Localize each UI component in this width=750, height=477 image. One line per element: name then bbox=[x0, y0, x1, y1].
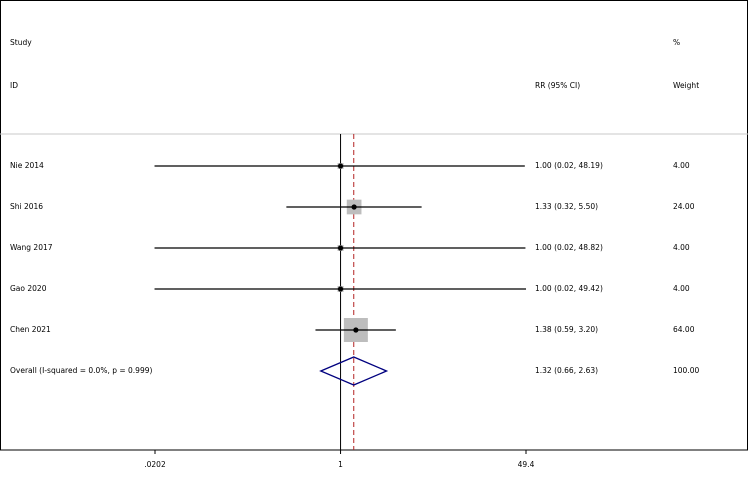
overall-weight-label: 100.00 bbox=[673, 366, 699, 375]
point-estimate bbox=[337, 163, 344, 169]
weight-label: 4.00 bbox=[673, 243, 690, 252]
weight-label: 64.00 bbox=[673, 325, 695, 334]
header-pct: % bbox=[673, 38, 680, 47]
overall-effect-label: 1.32 (0.66, 2.63) bbox=[535, 366, 598, 375]
point-estimate bbox=[351, 204, 357, 210]
effect-label: 1.00 (0.02, 48.82) bbox=[535, 243, 603, 252]
header-study: Study bbox=[10, 38, 32, 47]
weight-label: 4.00 bbox=[673, 161, 690, 170]
effect-label: 1.33 (0.32, 5.50) bbox=[535, 202, 598, 211]
study-label: Nie 2014 bbox=[10, 161, 44, 170]
effect-label: 1.38 (0.59, 3.20) bbox=[535, 325, 598, 334]
study-label: Gao 2020 bbox=[10, 284, 47, 293]
header-id: ID bbox=[10, 81, 18, 90]
header-weight: Weight bbox=[673, 81, 699, 90]
x-tick-label: 49.4 bbox=[518, 460, 535, 469]
point-estimate bbox=[353, 327, 359, 333]
point-estimate bbox=[337, 245, 344, 251]
point-estimate bbox=[337, 286, 344, 292]
overall-label: Overall (I-squared = 0.0%, p = 0.999) bbox=[10, 366, 153, 375]
effect-label: 1.00 (0.02, 48.19) bbox=[535, 161, 603, 170]
study-label: Shi 2016 bbox=[10, 202, 43, 211]
study-label: Chen 2021 bbox=[10, 325, 51, 334]
overall-diamond bbox=[319, 356, 389, 386]
weight-label: 4.00 bbox=[673, 284, 690, 293]
study-label: Wang 2017 bbox=[10, 243, 53, 252]
frame bbox=[0, 0, 748, 451]
header-effect: RR (95% CI) bbox=[535, 81, 580, 90]
weight-label: 24.00 bbox=[673, 202, 695, 211]
effect-label: 1.00 (0.02, 49.42) bbox=[535, 284, 603, 293]
x-tick-label: 1 bbox=[338, 460, 343, 469]
x-tick-label: .0202 bbox=[144, 460, 166, 469]
